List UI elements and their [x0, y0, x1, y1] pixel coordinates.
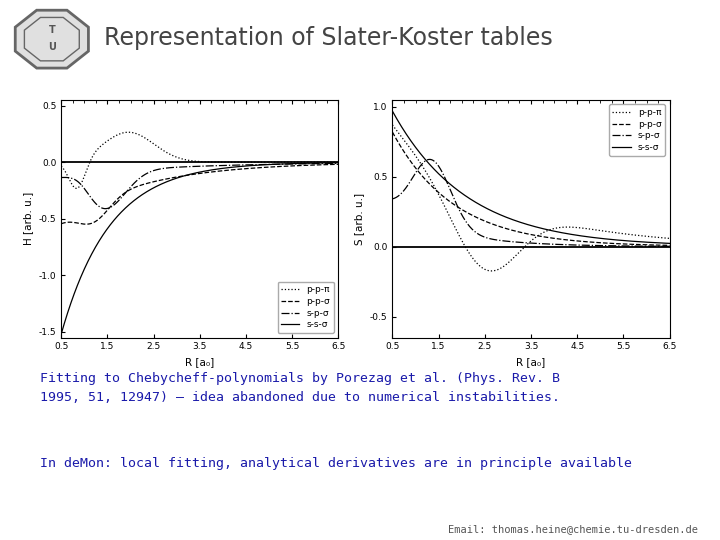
Text: In deMon: local fitting, analytical derivatives are in principle available: In deMon: local fitting, analytical deri…	[40, 457, 631, 470]
Y-axis label: S [arb. u.]: S [arb. u.]	[354, 193, 364, 245]
Y-axis label: H [arb. u.]: H [arb. u.]	[23, 192, 33, 245]
Polygon shape	[24, 17, 79, 61]
X-axis label: R [a₀]: R [a₀]	[185, 357, 215, 367]
X-axis label: R [a₀]: R [a₀]	[516, 357, 546, 367]
Text: Email: thomas.heine@chemie.tu-dresden.de: Email: thomas.heine@chemie.tu-dresden.de	[449, 524, 698, 534]
Text: Fitting to Chebycheff-polynomials by Porezag et al. (Phys. Rev. B
1995, 51, 1294: Fitting to Chebycheff-polynomials by Por…	[40, 373, 559, 404]
Legend: p-p-π, p-p-σ, s-p-σ, s-s-σ: p-p-π, p-p-σ, s-p-σ, s-s-σ	[278, 282, 334, 333]
Text: Representation of Slater-Koster tables: Representation of Slater-Koster tables	[104, 25, 553, 50]
Legend: p-p-π, p-p-σ, s-p-σ, s-s-σ: p-p-π, p-p-σ, s-p-σ, s-s-σ	[609, 104, 665, 156]
Text: T: T	[48, 25, 55, 35]
Text: U: U	[48, 42, 55, 52]
Polygon shape	[15, 10, 89, 68]
